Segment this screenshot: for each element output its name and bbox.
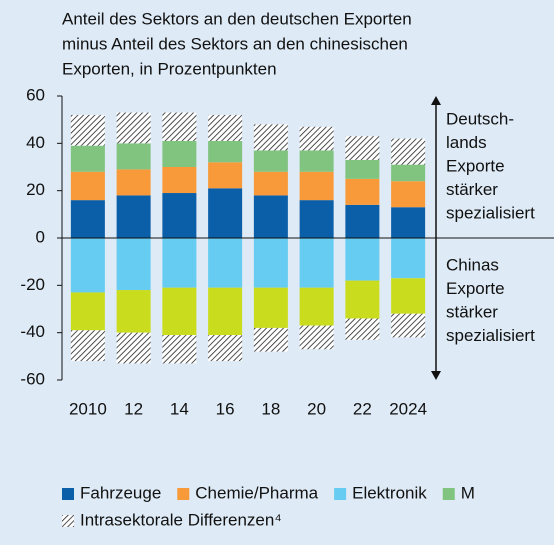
legend-label: Fahrzeuge (80, 483, 161, 502)
bar-segment (208, 188, 243, 238)
bar-segment (70, 200, 105, 238)
bar-segment (253, 124, 288, 151)
x-tick-label: 12 (124, 399, 143, 418)
bar-segment (70, 171, 105, 201)
arrow-head (431, 371, 441, 380)
x-tick-label: 18 (261, 399, 280, 418)
annotation: stärker (446, 180, 498, 199)
annotation: stärker (446, 302, 498, 321)
bar-segment (253, 150, 288, 172)
bar-segment (116, 143, 151, 170)
annotation: Chinas (446, 255, 499, 274)
annotation: spezialisiert (446, 203, 535, 222)
y-tick-label: -60 (20, 369, 45, 388)
bar-segment (253, 327, 288, 352)
bar-segment (116, 332, 151, 364)
bar-segment (391, 278, 426, 314)
legend-label: Elektronik (352, 483, 427, 502)
y-tick-label: 40 (26, 133, 45, 152)
annotation: Exporte (446, 279, 505, 298)
legend-label: Intrasektorale Differenzen⁴ (80, 510, 282, 529)
bar-segment (345, 318, 380, 340)
y-tick-label: -40 (20, 322, 45, 341)
bar-segment (391, 238, 426, 279)
bar-segment (70, 114, 105, 146)
bar-segment (208, 287, 243, 336)
bar-segment (208, 335, 243, 362)
bar-segment (253, 238, 288, 288)
arrow-head (431, 96, 441, 105)
y-tick-label: -20 (20, 275, 45, 294)
bar-segment (345, 204, 380, 238)
bar-segment (116, 195, 151, 238)
bar-segment (162, 112, 197, 141)
bar-segment (299, 200, 334, 238)
bar-segment (116, 169, 151, 196)
bar-segment (162, 140, 197, 167)
bar-segment (299, 238, 334, 288)
bar-segment (345, 159, 380, 179)
annotation: Exporte (446, 156, 505, 175)
x-tick-label: 22 (353, 399, 372, 418)
legend-swatch (177, 488, 190, 500)
y-tick-label: 60 (26, 85, 45, 104)
bar-segment (208, 140, 243, 163)
chart-title: minus Anteil des Sektors an den chinesis… (62, 34, 408, 53)
bar-segment (345, 238, 380, 281)
bar-segment (345, 178, 380, 205)
bar-segment (162, 167, 197, 194)
x-tick-label: 2010 (69, 399, 107, 418)
legend-swatch (334, 488, 347, 500)
bar-segment (208, 162, 243, 189)
x-tick-label: 20 (307, 399, 326, 418)
bar-segment (391, 207, 426, 238)
bar-segment (208, 114, 243, 141)
bar-segment (116, 238, 151, 291)
annotation: Deutsch- (446, 109, 514, 128)
bar-segment (299, 287, 334, 326)
legend-swatch (62, 515, 74, 527)
x-tick-label: 2024 (389, 399, 427, 418)
bar-segment (116, 112, 151, 144)
bar-segment (70, 292, 105, 331)
bar-segment (162, 238, 197, 288)
y-tick-label: 20 (26, 180, 45, 199)
y-tick-label: 0 (36, 227, 45, 246)
bar-segment (391, 138, 426, 165)
legend-label: M (461, 483, 475, 502)
annotation: spezialisiert (446, 326, 535, 345)
bar-segment (391, 313, 426, 338)
bar-segment (116, 290, 151, 333)
x-tick-label: 16 (216, 399, 235, 418)
bar-segment (162, 287, 197, 336)
bar-segment (345, 280, 380, 319)
annotation: lands (446, 133, 487, 152)
chart-title: Exporten, in Prozentpunkten (62, 59, 277, 78)
bar-segment (162, 193, 197, 238)
bar-segment (391, 164, 426, 182)
bar-segment (70, 330, 105, 362)
chart-title: Anteil des Sektors an den deutschen Expo… (62, 9, 412, 28)
bar-segment (391, 181, 426, 208)
bar-segment (299, 171, 334, 201)
legend-swatch (442, 488, 455, 500)
x-tick-label: 14 (170, 399, 189, 418)
bar-segment (253, 195, 288, 238)
legend-swatch (62, 488, 74, 500)
bar-segment (253, 287, 288, 328)
bar-segment (70, 238, 105, 293)
bar-segment (70, 145, 105, 172)
legend-label: Chemie/Pharma (195, 483, 318, 502)
bar-segment (345, 136, 380, 160)
bar-segment (299, 150, 334, 172)
bar-segment (253, 171, 288, 196)
bar-segment (162, 335, 197, 364)
bar-segment (208, 238, 243, 288)
bar-segment (299, 126, 334, 151)
bar-segment (299, 325, 334, 350)
